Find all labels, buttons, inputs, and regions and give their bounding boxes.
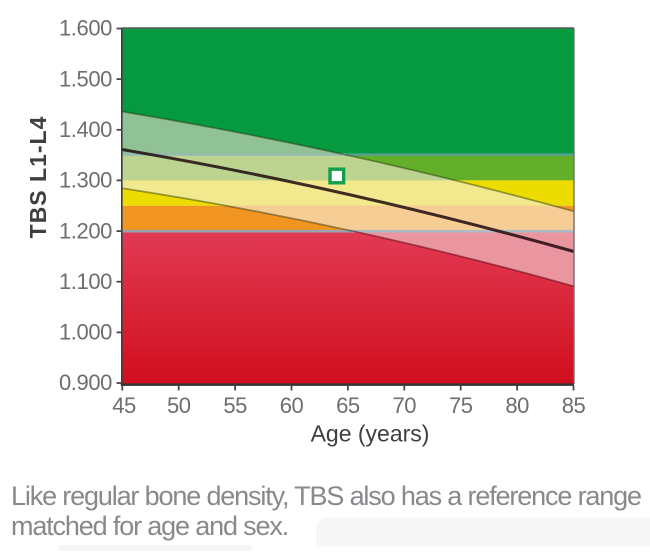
svg-text:1.000: 1.000 <box>59 320 112 345</box>
svg-text:1.200: 1.200 <box>59 218 112 243</box>
svg-text:80: 80 <box>505 393 529 418</box>
svg-text:1.400: 1.400 <box>59 117 112 142</box>
svg-text:65: 65 <box>336 393 360 418</box>
svg-text:0.900: 0.900 <box>59 370 112 395</box>
svg-text:Age (years): Age (years) <box>311 421 430 447</box>
svg-text:85: 85 <box>562 393 586 418</box>
svg-text:75: 75 <box>449 393 473 418</box>
svg-text:50: 50 <box>167 393 191 418</box>
svg-text:60: 60 <box>280 393 304 418</box>
svg-text:1.500: 1.500 <box>59 66 112 91</box>
svg-text:1.300: 1.300 <box>59 168 112 193</box>
svg-text:45: 45 <box>112 393 136 418</box>
svg-text:1.600: 1.600 <box>59 16 112 41</box>
svg-text:1.100: 1.100 <box>59 269 112 294</box>
svg-text:55: 55 <box>223 393 247 418</box>
svg-text:TBS L1-L4: TBS L1-L4 <box>25 116 51 239</box>
svg-text:70: 70 <box>393 393 417 418</box>
